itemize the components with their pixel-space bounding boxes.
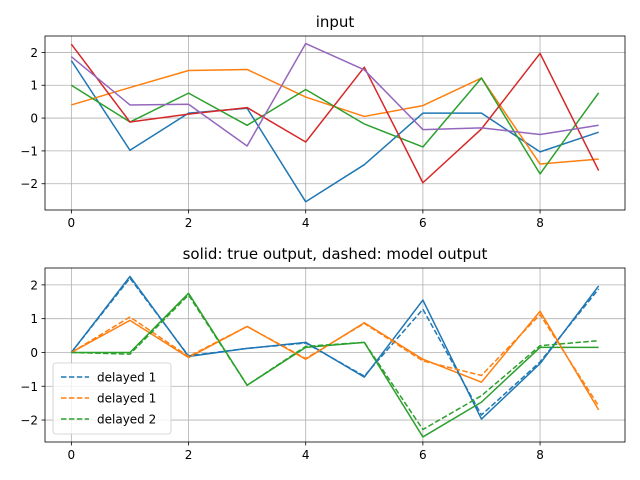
chart-panel-output: 0 2 4 6 8 −2 −1 0 1 2 solid: true output, dashed: …: [20, 245, 626, 462]
series-line-2: [70, 77, 600, 175]
x-tick-label: 8: [536, 448, 544, 462]
y-tick-label: −2: [20, 414, 38, 428]
y-tick-label: −2: [20, 177, 38, 191]
chart-title: solid: true output, dashed: model output: [183, 245, 488, 263]
series-line-1: [70, 310, 600, 411]
axes-frame: [44, 267, 626, 443]
x-tick-label: 6: [419, 448, 427, 462]
series-line-0: [70, 60, 599, 203]
y-tick-label: 2: [30, 278, 38, 292]
x-tick-label: 6: [419, 216, 427, 230]
y-tick-label: 2: [30, 46, 38, 60]
y-tick-label: 1: [30, 312, 38, 326]
legend-label: delayed 2: [97, 413, 156, 427]
x-tick-label: 4: [302, 216, 310, 230]
axes-frame: [44, 35, 626, 211]
series-line-4: [70, 42, 599, 147]
legend-label: delayed 1: [97, 392, 156, 406]
series-line-3: [70, 277, 600, 416]
series-line-4: [70, 313, 600, 407]
legend-label: delayed 1: [97, 371, 156, 385]
x-tick-label: 2: [185, 448, 193, 462]
y-tick-label: 0: [30, 346, 38, 360]
chart-title: input: [316, 13, 355, 31]
x-tick-label: 8: [536, 216, 544, 230]
y-tick-label: −1: [20, 380, 38, 394]
y-tick-label: −1: [20, 144, 38, 158]
y-tick-label: 1: [30, 79, 38, 93]
legend-box: [52, 362, 172, 435]
chart-panel-input: 0 2 4 6 8 −2 −1 0 1 2 input: [20, 13, 626, 230]
series-line-3: [70, 43, 600, 184]
y-tick-label: 0: [30, 112, 38, 126]
x-tick-label: 0: [68, 448, 76, 462]
x-tick-label: 0: [68, 216, 76, 230]
x-tick-label: 4: [302, 448, 310, 462]
x-tick-label: 2: [185, 216, 193, 230]
series-line-5: [71, 294, 599, 431]
